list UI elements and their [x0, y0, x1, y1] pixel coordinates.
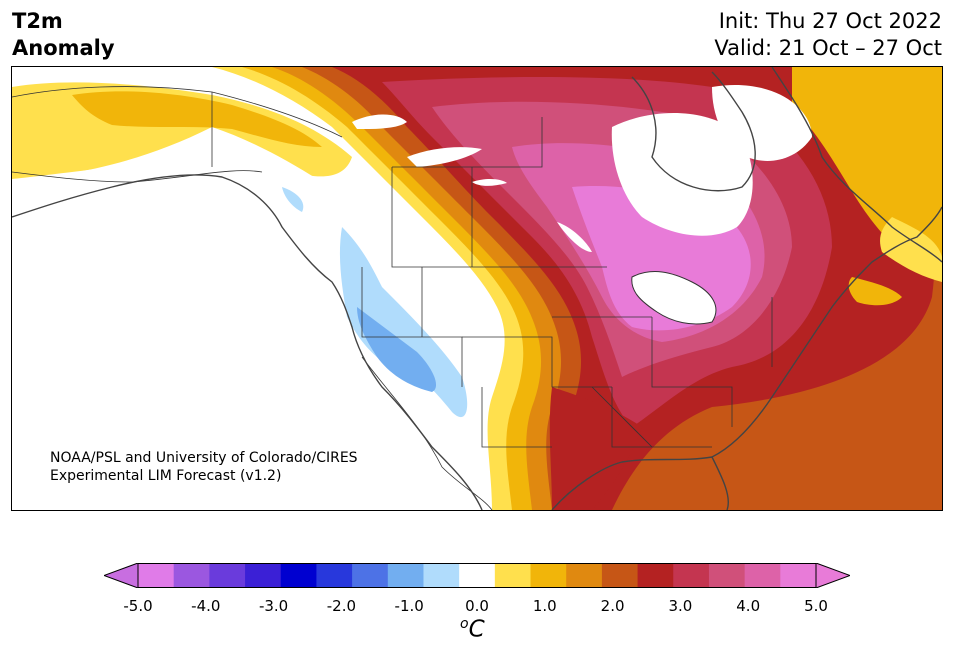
title-line-1: T2m — [12, 9, 63, 33]
colorbar-unit: oC — [460, 616, 485, 643]
colorbar-segment — [245, 563, 282, 588]
colorbar-segment — [637, 563, 674, 588]
colorbar-tick-labels: -5.0 -4.0 -3.0 -2.0 -1.0 0.0 1.0 2.0 3.0 4.0 5.0 — [0, 597, 953, 617]
credit-line-2: Experimental LIM Forecast (v1.2) — [50, 468, 282, 484]
colorbar-segment — [280, 563, 317, 588]
colorbar-tick-label: -2.0 — [326, 597, 357, 615]
colorbar-tick-label: 0.0 — [465, 597, 489, 615]
title-line-2: Anomaly — [12, 36, 115, 60]
map-title: T2m Anomaly — [12, 8, 115, 62]
colorbar-segment — [316, 563, 353, 588]
colorbar-segment — [494, 563, 532, 588]
colorbar-under-arrow — [102, 562, 139, 589]
anomaly-map-svg — [12, 67, 942, 510]
colorbar-segment — [744, 563, 781, 588]
colorbar-over-arrow — [815, 562, 852, 589]
border-lines — [12, 86, 773, 510]
colorbar-tick-label: 4.0 — [736, 597, 761, 615]
colorbar-segment — [673, 563, 710, 588]
anomaly-region-alaska-mid — [72, 91, 322, 147]
colorbar-segment — [780, 563, 817, 588]
colorbar-tick-label: 3.0 — [668, 597, 693, 615]
colorbar-border — [137, 563, 817, 588]
anomaly-map: NOAA/PSL and University of Colorado/CIRE… — [11, 66, 943, 511]
colorbar-tick-label: 1.0 — [532, 597, 557, 615]
colorbar-tick-label: 5.0 — [804, 597, 828, 615]
colorbar-segment — [566, 563, 603, 588]
colorbar-segment — [708, 563, 746, 588]
canadian-lakes — [352, 114, 592, 252]
colorbar-tick-label: -5.0 — [123, 597, 153, 615]
anomaly-region-maritimes — [880, 217, 942, 282]
colorbar — [102, 562, 852, 589]
colorbar-tick-label: -3.0 — [258, 597, 289, 615]
anomaly-region-bc-lightblue — [282, 187, 304, 212]
colorbar-tick-label: 2.0 — [600, 597, 625, 615]
hudson-bay — [611, 113, 753, 236]
anomaly-region-west-neutral — [12, 127, 482, 510]
great-lakes — [631, 271, 717, 325]
anomaly-region-west-lightblue — [339, 227, 468, 418]
forecast-dates: Init: Thu 27 Oct 2022 Valid: 21 Oct – 27… — [714, 8, 942, 62]
colorbar-segment — [459, 563, 496, 588]
unit-superscript: o — [460, 616, 469, 632]
anomaly-region-nova-scotia — [848, 277, 902, 306]
colorbar-segment — [173, 563, 210, 588]
colorbar-segment — [209, 563, 246, 588]
credit-text: NOAA/PSL and University of Colorado/CIRE… — [50, 449, 358, 485]
anomaly-region-texas-red — [549, 387, 642, 510]
anomaly-region-west-blue — [357, 307, 437, 392]
colorbar-segment — [601, 563, 639, 588]
colorbar-segment — [352, 563, 389, 588]
colorbar-segment — [423, 563, 460, 588]
coastline — [12, 67, 942, 510]
init-date: Init: Thu 27 Oct 2022 — [718, 9, 942, 33]
colorbar-segment — [530, 563, 567, 588]
unit-base: C — [468, 616, 485, 643]
colorbar-svg — [102, 562, 852, 589]
credit-line-1: NOAA/PSL and University of Colorado/CIRE… — [50, 450, 358, 466]
colorbar-segment — [387, 563, 424, 588]
valid-range: Valid: 21 Oct – 27 Oct — [714, 36, 942, 60]
colorbar-tick-label: -1.0 — [394, 597, 424, 615]
colorbar-tick-label: -4.0 — [191, 597, 221, 615]
colorbar-segment — [138, 563, 175, 588]
